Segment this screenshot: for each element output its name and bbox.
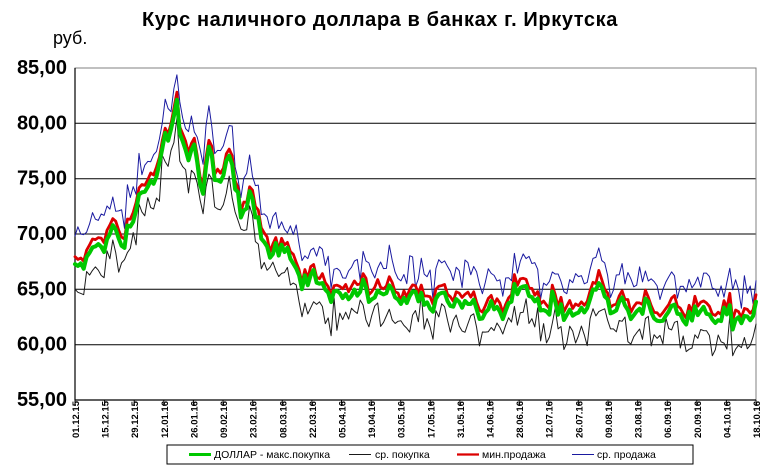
svg-text:20.09.16: 20.09.16 [693, 401, 704, 438]
svg-text:26.07.16: 26.07.16 [574, 401, 585, 438]
svg-text:мин.продажа: мин.продажа [482, 449, 546, 461]
svg-text:60,00: 60,00 [17, 334, 67, 356]
svg-text:55,00: 55,00 [17, 389, 67, 411]
svg-text:14.06.16: 14.06.16 [486, 401, 497, 438]
svg-text:ср. продажа: ср. продажа [597, 449, 656, 461]
svg-text:03.05.16: 03.05.16 [397, 401, 408, 438]
svg-text:65,00: 65,00 [17, 278, 67, 300]
svg-text:ДОЛЛАР - макс.покупка: ДОЛЛАР - макс.покупка [214, 449, 330, 461]
svg-text:75,00: 75,00 [17, 168, 67, 190]
svg-text:09.02.16: 09.02.16 [219, 401, 230, 438]
svg-text:28.06.16: 28.06.16 [515, 401, 526, 438]
svg-text:17.05.16: 17.05.16 [426, 401, 437, 438]
svg-text:26.01.16: 26.01.16 [189, 401, 200, 438]
svg-text:ср. покупка: ср. покупка [375, 449, 430, 461]
svg-text:09.08.16: 09.08.16 [604, 401, 615, 438]
svg-text:19.04.16: 19.04.16 [367, 401, 378, 438]
svg-text:04.10.16: 04.10.16 [722, 401, 733, 438]
svg-text:05.04.16: 05.04.16 [338, 401, 349, 438]
svg-text:18.10.16: 18.10.16 [752, 401, 763, 438]
svg-text:70,00: 70,00 [17, 223, 67, 245]
svg-text:29.12.15: 29.12.15 [130, 400, 141, 438]
svg-text:12.01.16: 12.01.16 [160, 401, 171, 438]
svg-text:80,00: 80,00 [17, 112, 67, 134]
svg-text:85,00: 85,00 [17, 57, 67, 79]
svg-text:23.02.16: 23.02.16 [249, 401, 260, 438]
svg-text:01.12.15: 01.12.15 [71, 400, 82, 438]
svg-text:12.07.16: 12.07.16 [545, 401, 556, 438]
svg-text:31.05.16: 31.05.16 [456, 401, 467, 438]
svg-text:23.08.16: 23.08.16 [634, 401, 645, 438]
svg-text:15.12.15: 15.12.15 [101, 400, 112, 438]
svg-text:08.03.16: 08.03.16 [278, 401, 289, 438]
svg-text:22.03.16: 22.03.16 [308, 401, 319, 438]
svg-text:06.09.16: 06.09.16 [663, 401, 674, 438]
